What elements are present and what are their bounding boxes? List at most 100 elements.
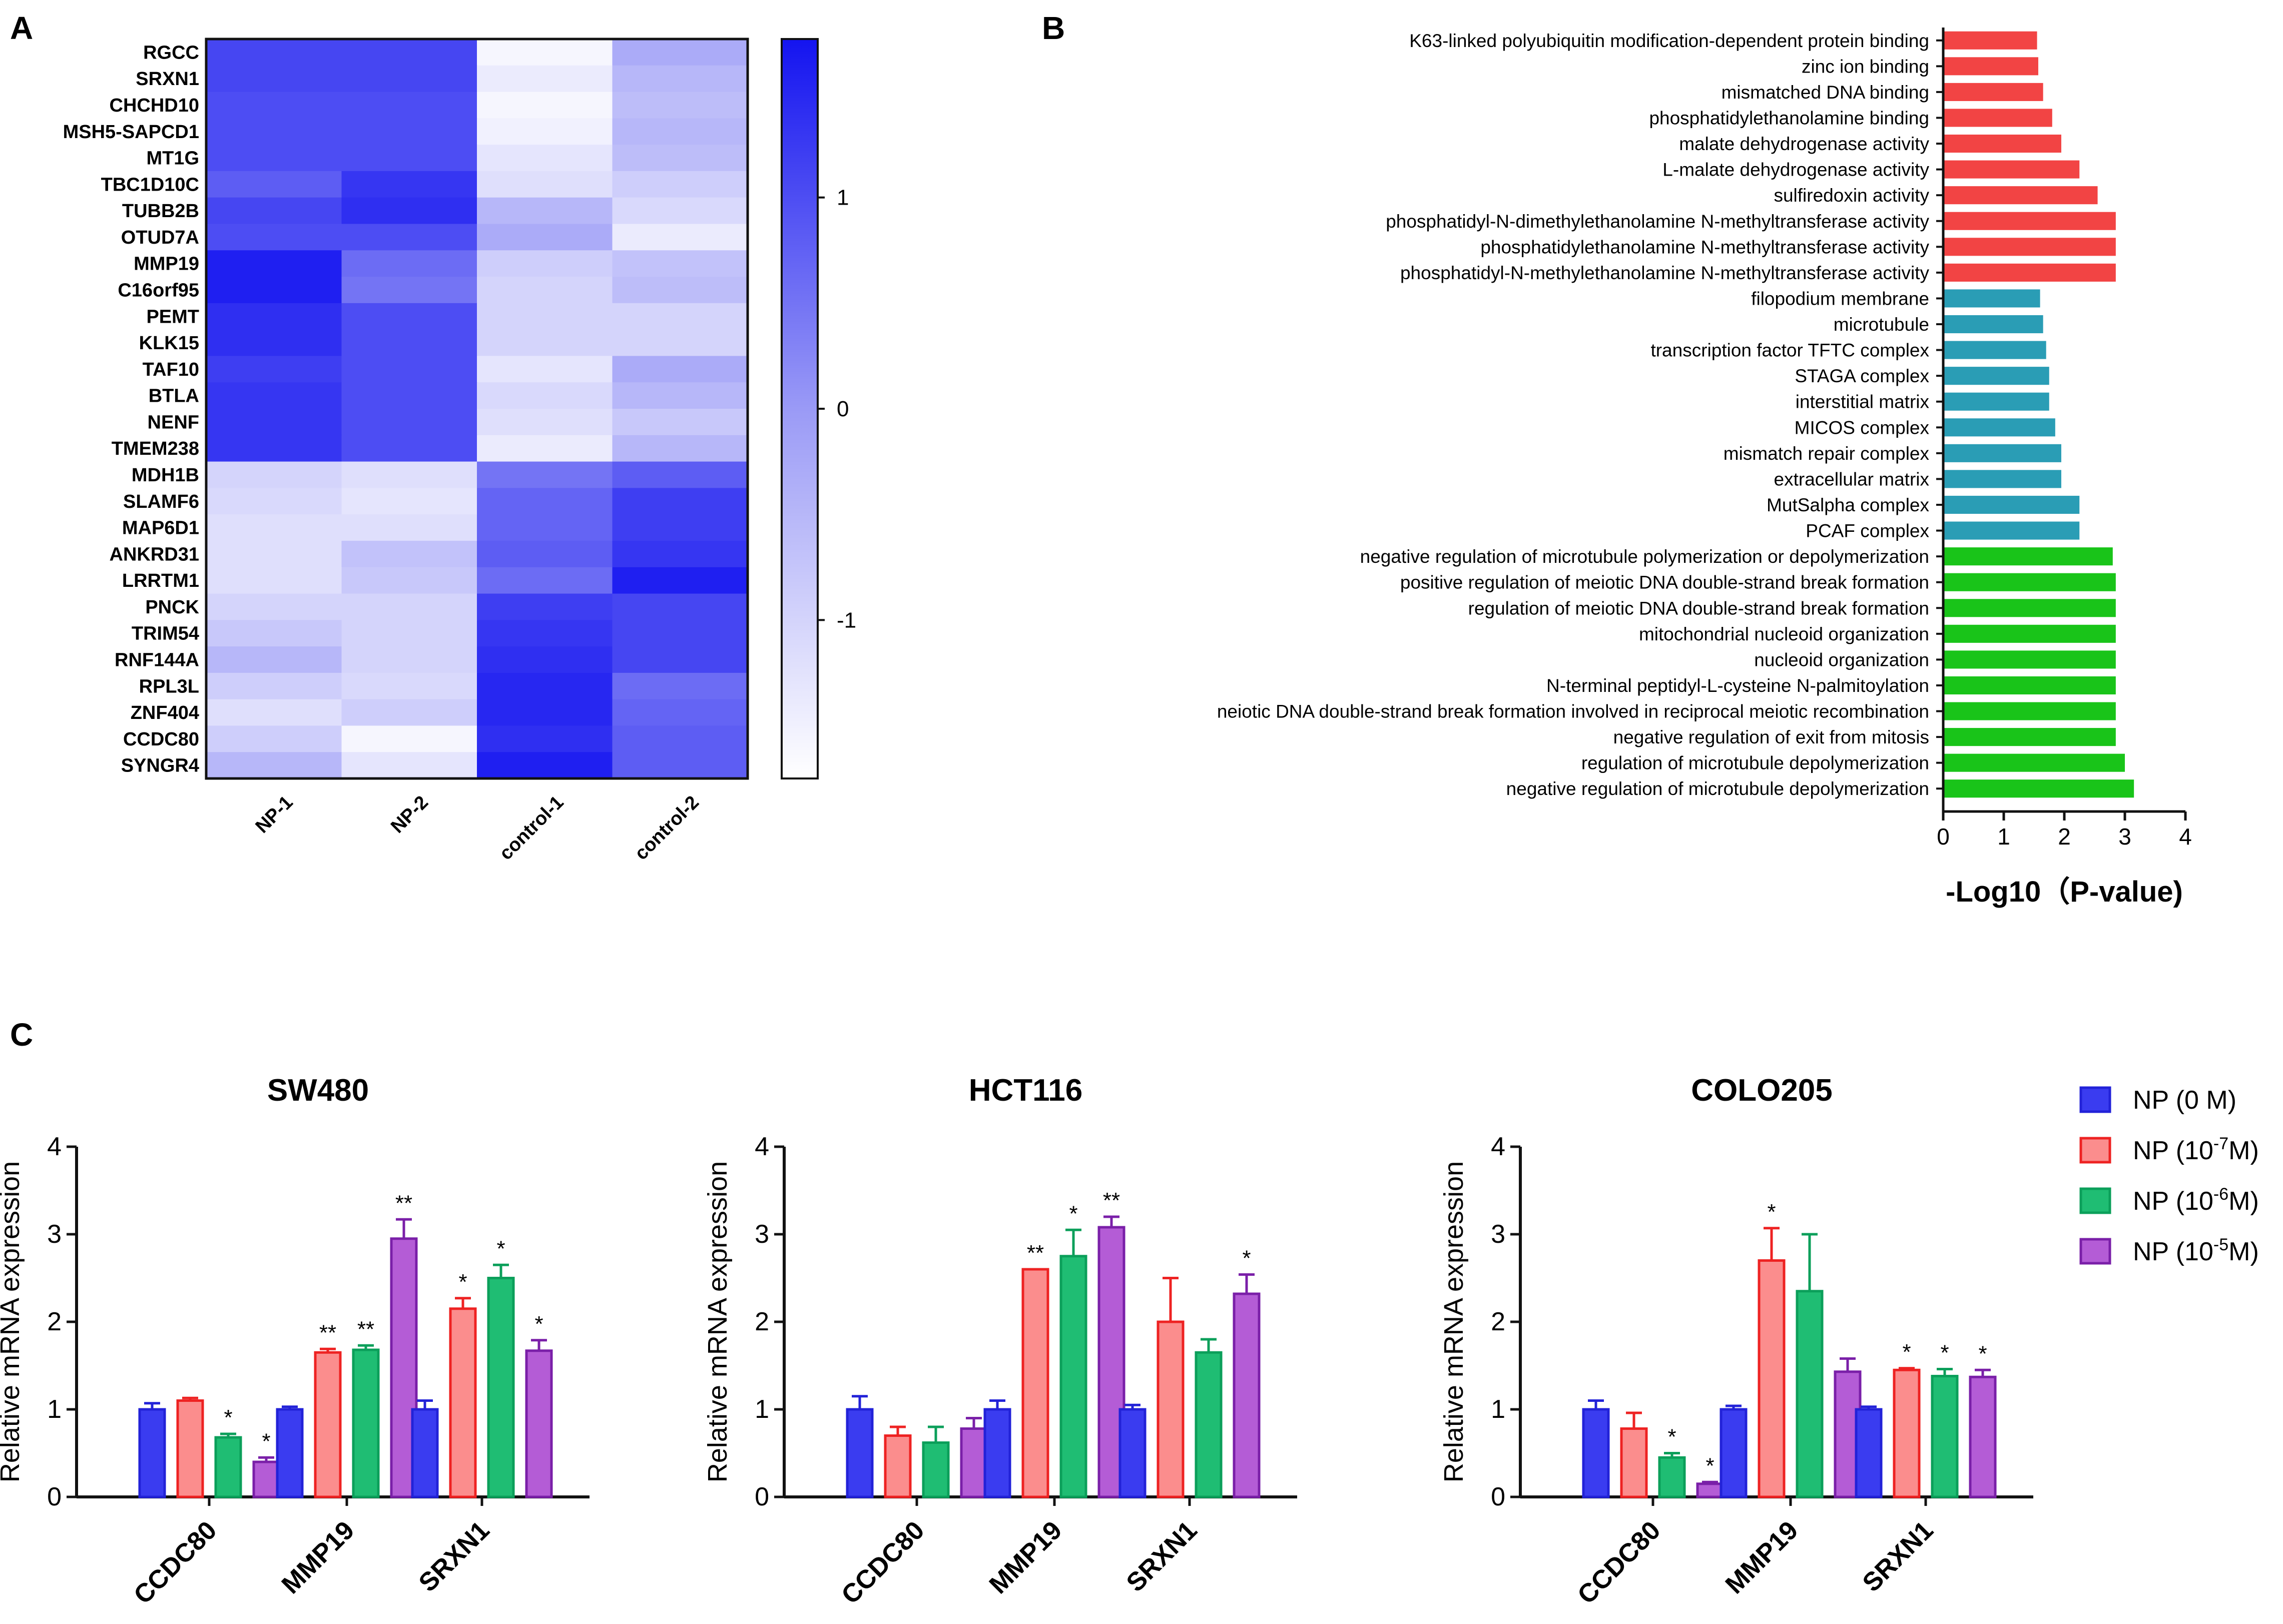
heatmap-cell <box>477 197 613 225</box>
heatmap-cell <box>612 197 748 225</box>
qpcr-ytick-label: 1 <box>755 1395 769 1424</box>
go-bar <box>1943 186 2098 205</box>
heatmap-cell <box>477 224 613 251</box>
go-term-label: mismatched DNA binding <box>1722 82 1929 103</box>
heatmap-column-label: NP-2 <box>387 792 432 838</box>
heatmap-cell <box>612 382 748 409</box>
go-term-label: regulation of meiotic DNA double-strand … <box>1468 598 1929 618</box>
heatmap-cell <box>612 567 748 594</box>
heatmap-cell <box>341 277 477 304</box>
qpcr-significance-mark: * <box>1667 1425 1676 1449</box>
qpcr-y-axis-label: Relative mRNA expression <box>1439 1161 1469 1482</box>
heatmap-row-label: TAF10 <box>143 359 199 380</box>
heatmap-cell <box>477 171 613 198</box>
qpcr-category-label: CCDC80 <box>1572 1515 1666 1609</box>
heatmap-cell <box>612 461 748 488</box>
heatmap-cell <box>341 39 477 66</box>
heatmap-cell <box>341 329 477 357</box>
go-bar <box>1943 728 2116 746</box>
legend-swatch <box>2079 1187 2111 1214</box>
go-term-label: negative regulation of exit from mitosis <box>1613 727 1929 747</box>
go-x-axis-label: -Log10（P-value) <box>1946 876 2183 908</box>
go-term-label: neiotic DNA double-strand break formatio… <box>1217 701 1929 722</box>
go-term-label: regulation of microtubule depolymerizati… <box>1581 753 1929 773</box>
heatmap-row-label: OTUD7A <box>121 227 199 248</box>
heatmap-cell <box>477 488 613 515</box>
legend-label-text: NP (0 M) <box>2133 1086 2236 1115</box>
heatmap-cell <box>206 224 342 251</box>
qpcr-y-axis-label: Relative mRNA expression <box>703 1161 733 1482</box>
go-bar <box>1943 160 2080 179</box>
go-term-label: interstitial matrix <box>1796 392 1930 412</box>
qpcr-significance-mark: * <box>1069 1201 1077 1226</box>
qpcr-bar-charts: SW480 0 1 2 3 4 Relative mRNA expression CCDC80… <box>0 1073 2033 1610</box>
heatmap-cell <box>206 171 342 198</box>
heatmap-cell <box>477 725 613 752</box>
legend-label: NP (10-7M) <box>2133 1134 2259 1165</box>
heatmap-cell <box>206 329 342 357</box>
heatmap-cell <box>206 567 342 594</box>
qpcr-category-label: CCDC80 <box>836 1515 930 1609</box>
go-bar <box>1943 263 2116 282</box>
heatmap-cell <box>477 356 613 383</box>
heatmap-cell <box>341 356 477 383</box>
go-term-label: extracellular matrix <box>1774 469 1930 489</box>
heatmap-cell <box>612 752 748 779</box>
panel-label-b: B <box>1042 10 1065 46</box>
go-term-label: phosphatidyl-N-methylethanolamine N-meth… <box>1400 263 1930 283</box>
heatmap-cell <box>612 540 748 568</box>
qpcr-bar <box>138 1408 166 1498</box>
legend-label-exponent: -5 <box>2213 1235 2228 1254</box>
heatmap-cell <box>612 593 748 620</box>
heatmap-cell <box>341 646 477 673</box>
qpcr-significance-mark: * <box>1940 1341 1949 1365</box>
heatmap-cell <box>477 145 613 172</box>
heatmap-cell <box>477 382 613 409</box>
legend-swatch <box>2079 1137 2111 1164</box>
heatmap-cell <box>206 39 342 66</box>
qpcr-bar <box>276 1408 304 1498</box>
go-term-label: malate dehydrogenase activity <box>1679 134 1929 154</box>
qpcr-significance-mark: * <box>534 1312 543 1336</box>
heatmap-cell <box>206 488 342 515</box>
heatmap-row-label: TUBB2B <box>122 201 199 222</box>
go-bar <box>1943 83 2043 101</box>
heatmap-cell <box>206 699 342 726</box>
heatmap-cell <box>612 303 748 330</box>
qpcr-bar <box>1157 1320 1185 1498</box>
heatmap-cell <box>206 145 342 172</box>
qpcr-ytick-label: 3 <box>755 1220 769 1249</box>
heatmap-cell <box>477 540 613 568</box>
qpcr-bar <box>176 1399 204 1498</box>
heatmap-row-label: MMP19 <box>134 254 199 275</box>
qpcr-y-axis-label: Relative mRNA expression <box>0 1161 25 1482</box>
heatmap-cell <box>612 620 748 647</box>
go-bar <box>1943 702 2116 720</box>
heatmap-cell <box>206 620 342 647</box>
qpcr-ytick-label: 0 <box>755 1482 769 1511</box>
qpcr-bar <box>1620 1427 1648 1498</box>
go-xtick-label: 0 <box>1937 824 1950 850</box>
go-term-label: STAGA complex <box>1795 366 1929 386</box>
heatmap-cell <box>206 435 342 462</box>
go-term-label: nucleoid organization <box>1754 649 1929 670</box>
heatmap-row-label: PEMT <box>146 306 199 327</box>
qpcr-bar <box>314 1351 342 1498</box>
heatmap-cell <box>206 356 342 383</box>
heatmap-cell <box>477 567 613 594</box>
go-term-label: phosphatidylethanolamine binding <box>1649 108 1929 128</box>
heatmap-cell <box>477 277 613 304</box>
heatmap-cell <box>206 725 342 752</box>
legend-label-exponent: -7 <box>2213 1134 2228 1153</box>
go-term-label: microtubule <box>1834 314 1929 335</box>
qpcr-bar <box>1233 1292 1261 1498</box>
heatmap-row-label: C16orf95 <box>118 280 199 301</box>
go-term-label: MutSalpha complex <box>1767 495 1929 515</box>
heatmap-cell <box>477 303 613 330</box>
heatmap-cell <box>341 461 477 488</box>
qpcr-ytick-label: 3 <box>47 1220 62 1249</box>
qpcr-ytick-label: 2 <box>1491 1307 1505 1336</box>
heatmap-cell <box>612 646 748 673</box>
heatmap-row-label: SRXN1 <box>136 69 199 90</box>
